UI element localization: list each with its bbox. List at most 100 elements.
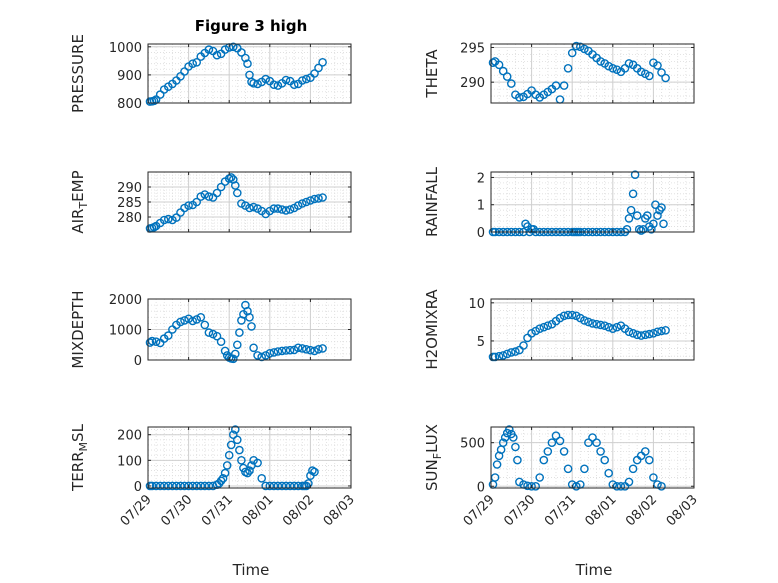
data-point	[580, 316, 589, 325]
data-point	[281, 481, 291, 491]
data-point	[624, 214, 634, 223]
data-point	[600, 455, 610, 465]
data-point	[647, 224, 656, 234]
data-point	[584, 317, 593, 327]
data-point	[314, 194, 323, 203]
x-tick-label: 08/01	[583, 492, 620, 529]
data-point	[551, 81, 561, 90]
data-point	[588, 433, 597, 442]
data-point	[519, 341, 528, 350]
data-point	[224, 450, 234, 460]
data-point	[543, 321, 553, 331]
data-point	[163, 331, 173, 340]
data-point	[527, 328, 536, 338]
data-point	[515, 93, 524, 102]
data-point	[220, 346, 230, 356]
y-axis-label: TERRMSL	[69, 423, 90, 492]
data-point	[216, 476, 226, 486]
data-point	[632, 211, 642, 220]
data-point	[297, 76, 307, 85]
y-tick-label: 295	[460, 41, 485, 56]
x-tick-label: 07/29	[461, 492, 498, 529]
data-point	[243, 468, 252, 478]
data-point	[226, 173, 236, 182]
data-point	[289, 80, 299, 89]
data-point	[643, 211, 652, 220]
data-point	[563, 64, 573, 73]
data-point	[226, 440, 236, 450]
data-point	[212, 188, 222, 198]
data-point	[269, 348, 279, 357]
axes-box	[490, 43, 695, 104]
data-point	[281, 75, 291, 85]
data-point	[653, 211, 662, 220]
data-point	[604, 61, 614, 71]
data-point	[247, 322, 256, 331]
data-point	[216, 337, 226, 347]
data-point	[212, 50, 222, 60]
x-axis-label-left: Time	[232, 561, 270, 579]
y-tick-label: 10	[468, 297, 485, 312]
data-point	[192, 315, 201, 324]
data-point	[281, 206, 291, 215]
data-series	[488, 310, 670, 362]
data-point	[504, 425, 514, 434]
data-point	[180, 316, 189, 325]
data-point	[163, 214, 173, 224]
data-point	[539, 455, 549, 465]
data-point	[232, 340, 242, 350]
data-point	[508, 433, 518, 442]
data-point	[604, 322, 614, 332]
data-point	[204, 328, 214, 337]
data-point	[192, 197, 201, 207]
x-tick-label: 08/01	[240, 492, 277, 529]
data-point	[204, 192, 214, 201]
data-point	[628, 189, 638, 199]
panel-h2omixra: 5 10 H2OMIXRA	[423, 289, 695, 370]
data-point	[649, 219, 658, 229]
y-tick-label: 0	[134, 354, 142, 369]
data-point	[184, 201, 193, 210]
y-tick-label: 200	[117, 429, 142, 444]
data-point	[492, 460, 502, 469]
y-axis-label: THETA	[423, 49, 441, 99]
data-point	[220, 468, 230, 478]
data-point	[218, 473, 228, 483]
data-point	[624, 477, 634, 487]
data-point	[588, 319, 597, 328]
data-point	[230, 349, 240, 359]
data-point	[498, 438, 508, 448]
data-point	[513, 455, 522, 465]
data-point	[657, 203, 666, 212]
data-point	[661, 325, 670, 335]
data-point	[304, 479, 313, 488]
data-point	[576, 313, 585, 323]
data-point	[502, 72, 512, 81]
data-point	[580, 44, 589, 54]
data-point	[196, 481, 206, 491]
data-point	[318, 193, 327, 202]
y-tick-label: 2000	[109, 293, 142, 308]
data-point	[622, 224, 632, 234]
data-point	[641, 330, 650, 340]
y-tick-label: 1000	[109, 41, 142, 56]
data-point	[657, 481, 666, 491]
data-point	[645, 455, 654, 465]
data-point	[293, 481, 303, 491]
data-point	[235, 445, 244, 455]
data-point	[200, 190, 210, 199]
data-point	[245, 203, 254, 213]
y-tick-label: 5	[477, 335, 485, 350]
data-point	[277, 205, 287, 214]
data-point	[531, 481, 541, 491]
data-point	[306, 345, 315, 355]
data-point	[249, 79, 258, 88]
data-point	[592, 438, 601, 448]
data-point	[511, 347, 520, 356]
data-point	[200, 481, 210, 491]
data-point	[220, 45, 230, 54]
data-point	[180, 67, 189, 76]
y-tick-label: 900	[117, 69, 142, 84]
axes-box	[490, 171, 695, 233]
